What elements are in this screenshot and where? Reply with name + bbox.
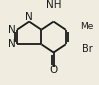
Text: N: N bbox=[25, 12, 33, 22]
Text: N: N bbox=[8, 25, 16, 35]
Text: Br: Br bbox=[82, 44, 93, 54]
Text: N: N bbox=[8, 39, 16, 49]
Text: O: O bbox=[49, 65, 58, 75]
Text: NH: NH bbox=[46, 0, 61, 10]
Text: Me: Me bbox=[80, 22, 94, 31]
